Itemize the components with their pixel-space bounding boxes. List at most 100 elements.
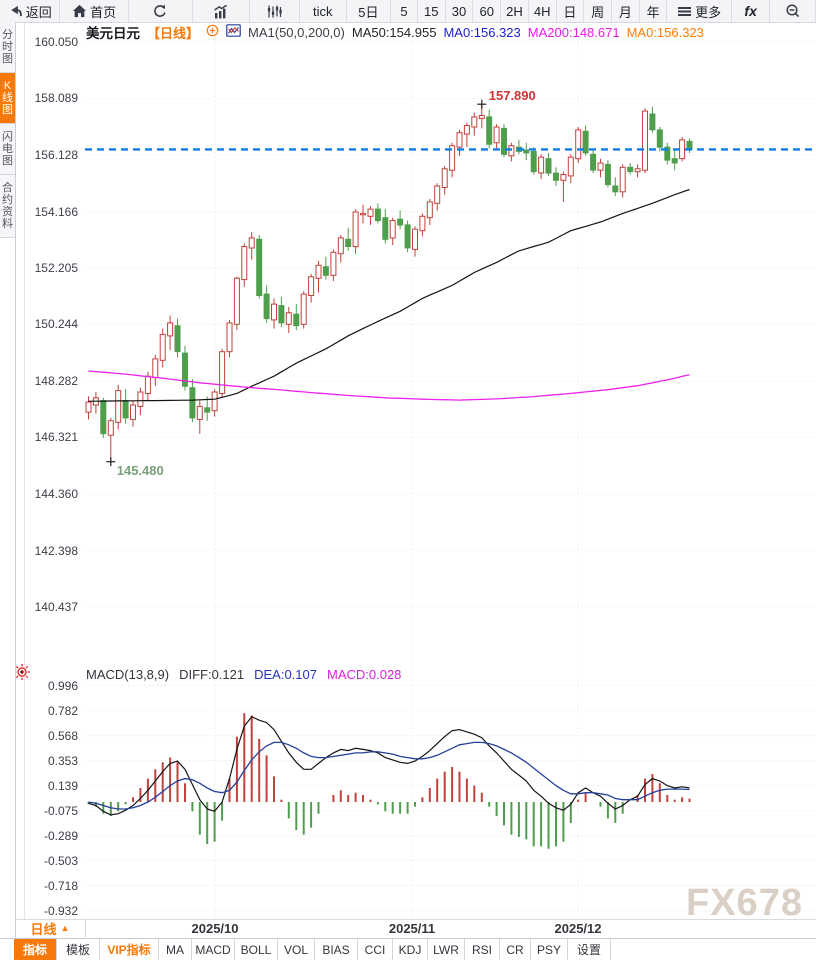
toolbar-item-interval-4h[interactable]: 4H: [529, 0, 557, 22]
symbol-name: 美元日元: [86, 26, 140, 41]
toolbar-item-label: 日: [563, 4, 577, 20]
toolbar-item-interval-5d[interactable]: 5日: [347, 0, 392, 22]
top-toolbar: 返回 首页 tick 5日 5 15 30 60 2H 4H 日周月年 更多 fx: [0, 0, 816, 23]
x-axis-label: 2025/12: [554, 921, 602, 936]
toolbar-item-interval-tick[interactable]: tick: [300, 0, 347, 22]
high-price-annotation: 157.890: [488, 88, 536, 104]
macd-macd-value: MACD:0.028: [326, 667, 402, 682]
toolbar-item-zoom-out[interactable]: [770, 0, 816, 22]
main-chart-header: 美元日元 【日线】 MA1(50,0,200,0) MA50:154.955 M…: [86, 24, 704, 41]
toolbar-item-interval-year[interactable]: 年: [640, 0, 668, 22]
price-axis-label: 158.089: [34, 91, 78, 106]
sidebar-tab-contract-info[interactable]: 合约资料: [0, 175, 15, 238]
toolbar-item-label: 周: [591, 4, 605, 20]
toolbar-item-interval-day[interactable]: 日: [557, 0, 585, 22]
price-axis-label: 160.050: [34, 35, 78, 49]
macd-axis-label: 0.353: [47, 753, 78, 768]
add-indicator-icon[interactable]: [206, 24, 219, 40]
toolbar-item-label: 5日: [358, 4, 379, 20]
low-price-annotation: 145.480: [116, 462, 164, 478]
indicator-tab-bar: 指标 模板 VIP指标 MA MACD BOLL VOL BIAS CCI KDJ LWR RSI CR…: [0, 938, 816, 960]
toolbar-item-chart-type-volume[interactable]: [250, 0, 301, 22]
period-selector[interactable]: 日线 ▲: [14, 919, 86, 937]
toolbar-item-interval-2h[interactable]: 2H: [501, 0, 529, 22]
macd-axis-label: 0.568: [47, 728, 78, 743]
toolbar-item-label: 更多: [695, 4, 722, 20]
toolbar-item-label: 30: [451, 3, 467, 19]
toolbar-item-interval-month[interactable]: 月: [612, 0, 640, 22]
chart-type-bar-icon: [212, 4, 229, 19]
macd-header: MACD(13,8,9) DIFF:0.121 DEA:0.107 MACD:0…: [86, 667, 401, 682]
x-axis-label: 2025/10: [191, 921, 239, 936]
toolbar-item-label: 4H: [533, 3, 551, 19]
zoom-out-icon: [785, 3, 801, 19]
toolbar-item-label: 2H: [506, 3, 523, 19]
chart-type-sidebar: 分时图 K线图 闪电图 合约资料: [0, 22, 16, 938]
macd-axis-label: -0.503: [43, 853, 78, 868]
price-axis-label: 140.437: [34, 599, 78, 614]
toolbar-item-interval-5[interactable]: 5: [391, 0, 418, 22]
toolbar-item-label: 年: [646, 4, 660, 20]
toolbar-item-interval-15[interactable]: 15: [418, 0, 446, 22]
back-icon: [8, 4, 23, 18]
indicator-settings-icon[interactable]: [13, 663, 31, 686]
toolbar-item-label: 15: [424, 3, 439, 19]
price-axis-label: 146.321: [34, 430, 78, 445]
macd-axis-label: 0.139: [47, 778, 78, 793]
price-axis-label: 142.398: [34, 543, 78, 558]
toolbar-item-label: 60: [479, 3, 494, 19]
macd-dea-value: DEA:0.107: [254, 667, 317, 682]
price-axis-label: 154.166: [34, 204, 78, 219]
period-arrow-icon: ▲: [60, 923, 70, 933]
sidebar-tab-time-share-chart[interactable]: 分时图: [0, 22, 15, 73]
sidebar-tab-kline-chart[interactable]: K线图: [0, 73, 15, 124]
home-icon: [72, 4, 87, 18]
toolbar-item-label: 5: [400, 3, 408, 19]
toolbar-item-chart-type-bar[interactable]: [193, 0, 250, 22]
macd-title: MACD(13,8,9): [86, 667, 170, 682]
fx678-watermark: FX678: [686, 882, 803, 924]
ma0-blue-value: MA0:156.323: [443, 24, 521, 40]
ma-settings-icon[interactable]: [226, 24, 241, 40]
toolbar-item-label: tick: [313, 3, 333, 19]
toolbar-item-label: 首页: [90, 4, 117, 20]
macd-diff-value: DIFF:0.121: [179, 667, 245, 682]
toolbar-item-back[interactable]: 返回: [0, 0, 61, 22]
ma0-orange-value: MA0:156.323: [626, 24, 704, 40]
period-label: 日线: [30, 921, 57, 937]
ma200-value: MA200:148.671: [527, 24, 620, 40]
fx-icon: fx: [744, 3, 757, 19]
toolbar-item-interval-week[interactable]: 周: [584, 0, 613, 22]
price-axis-label: 152.205: [34, 260, 78, 275]
plot-left-border: [24, 22, 25, 919]
ma-settings-label: MA1(50,0,200,0): [248, 24, 345, 40]
toolbar-item-interval-60[interactable]: 60: [473, 0, 502, 22]
macd-axis-label: -0.932: [43, 903, 78, 918]
toolbar-item-interval-30[interactable]: 30: [446, 0, 474, 22]
more-menu-icon: [677, 5, 692, 18]
x-axis-strip: [0, 919, 816, 939]
sidebar-tab-lightning-chart[interactable]: 闪电图: [0, 124, 15, 175]
toolbar-item-indicator-fx[interactable]: fx: [732, 0, 771, 22]
period-tag: 【日线】: [147, 25, 200, 41]
toolbar-item-refresh[interactable]: [129, 0, 194, 22]
price-axis-label: 144.360: [34, 486, 78, 501]
toolbar-item-more-menu[interactable]: 更多: [667, 0, 732, 22]
x-axis-label: 2025/11: [388, 921, 436, 936]
price-axis-label: 156.128: [34, 147, 78, 162]
toolbar-item-label: 返回: [25, 4, 52, 20]
macd-axis-label: -0.289: [43, 828, 78, 843]
macd-axis-label: -0.075: [43, 803, 78, 818]
macd-axis-label: 0.996: [47, 678, 78, 693]
toolbar-item-label: 月: [618, 4, 632, 20]
macd-axis-label: 0.782: [47, 703, 78, 718]
ma50-value: MA50:154.955: [351, 24, 437, 40]
toolbar-item-home[interactable]: 首页: [60, 0, 129, 22]
chart-type-volume-icon: [266, 4, 283, 19]
price-axis-label: 150.244: [34, 317, 78, 332]
macd-axis-label: -0.718: [43, 878, 78, 893]
refresh-icon: [152, 3, 168, 19]
price-axis-label: 148.282: [34, 374, 78, 388]
